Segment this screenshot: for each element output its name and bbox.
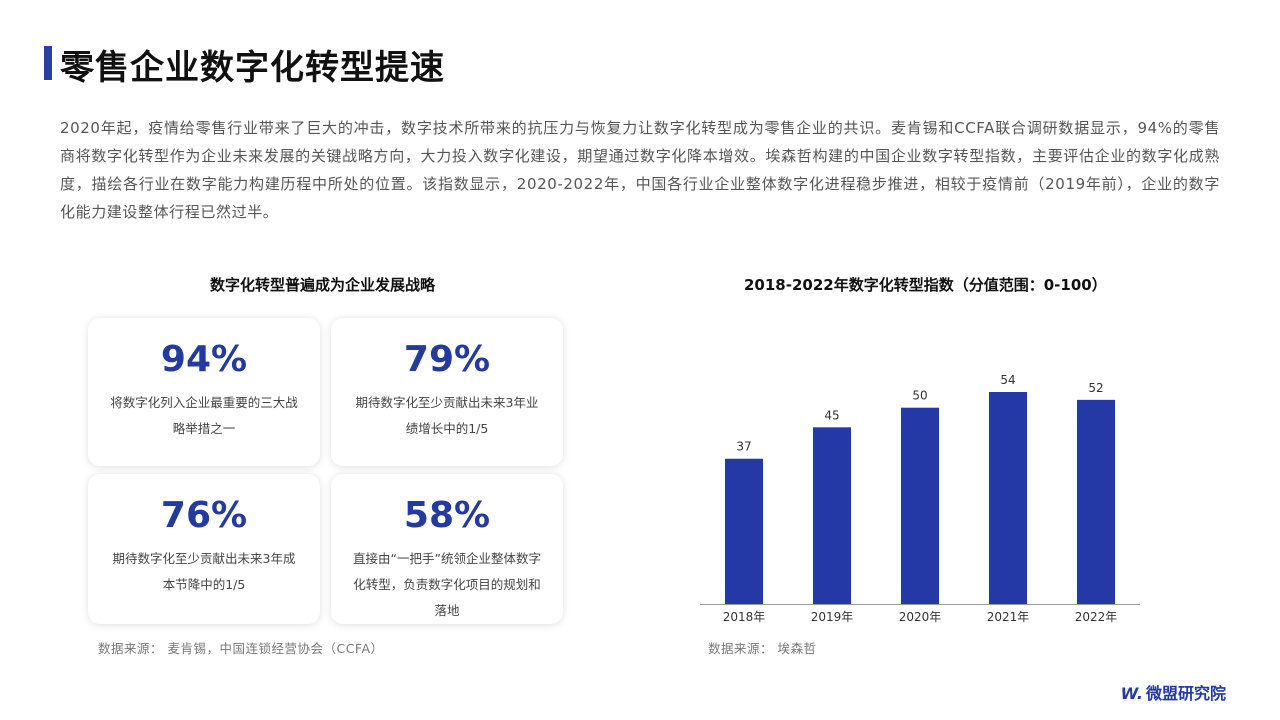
- data-label-0: 37: [736, 440, 751, 454]
- x-tick-label-2: 2020年: [899, 610, 942, 624]
- chart-data-source: 数据来源： 埃森哲: [708, 641, 817, 656]
- stat-value: 76%: [160, 495, 248, 536]
- bar-3: [989, 392, 1027, 604]
- x-tick-label-3: 2021年: [987, 610, 1030, 624]
- data-label-4: 52: [1088, 381, 1103, 395]
- x-tick-label-1: 2019年: [811, 610, 854, 624]
- brand-logo: W. 微盟研究院: [1121, 680, 1226, 704]
- bar-1: [813, 427, 851, 604]
- stat-description: 将数字化列入企业最重要的三大战略举措之一: [110, 395, 298, 436]
- x-tick-label-0: 2018年: [723, 610, 766, 624]
- brand-mark: W.: [1120, 684, 1143, 703]
- stat-value: 79%: [403, 339, 491, 380]
- stat-description: 期待数字化至少贡献出未来3年业绩增长中的1/5: [355, 395, 539, 436]
- intro-paragraph: 2020年起，疫情给零售行业带来了巨大的冲击，数字技术所带来的抗压力与恢复力让数…: [60, 119, 1220, 221]
- bar-4: [1077, 399, 1115, 604]
- brand-name: 微盟研究院: [1145, 684, 1226, 703]
- data-label-2: 50: [912, 389, 927, 403]
- left-data-source: 数据来源： 麦肯锡，中国连锁经营协会（CCFA）: [98, 641, 384, 656]
- stat-description: 直接由“一把手”统领企业整体数字化转型，负责数字化项目的规划和落地: [353, 551, 541, 618]
- x-tick-label-4: 2022年: [1075, 610, 1118, 624]
- stat-value: 94%: [160, 339, 248, 380]
- page-title: 零售企业数字化转型提速: [60, 48, 445, 88]
- data-label-3: 54: [1000, 373, 1015, 387]
- stat-card-growth: 79% 期待数字化至少贡献出未来3年业绩增长中的1/5: [331, 318, 563, 466]
- data-label-1: 45: [824, 408, 839, 422]
- chart-title: 2018-2022年数字化转型指数（分值范围：0-100）: [744, 276, 1107, 294]
- stat-value: 58%: [403, 495, 491, 536]
- stat-description: 期待数字化至少贡献出未来3年成本节降中的1/5: [112, 551, 296, 592]
- stat-card-cost: 76% 期待数字化至少贡献出未来3年成本节降中的1/5: [88, 474, 320, 624]
- bar-chart: 37 2018年 45 2019年 50 2020年 54 2021年 52 2022年: [700, 373, 1140, 624]
- left-panel-title: 数字化转型普遍成为企业发展战略: [210, 276, 436, 294]
- bar-0: [725, 458, 763, 604]
- title-accent-bar: [44, 46, 52, 80]
- stat-card-leadership: 58% 直接由“一把手”统领企业整体数字化转型，负责数字化项目的规划和落地: [331, 474, 563, 624]
- stat-card-strategy: 94% 将数字化列入企业最重要的三大战略举措之一: [88, 318, 320, 466]
- bar-2: [901, 407, 939, 604]
